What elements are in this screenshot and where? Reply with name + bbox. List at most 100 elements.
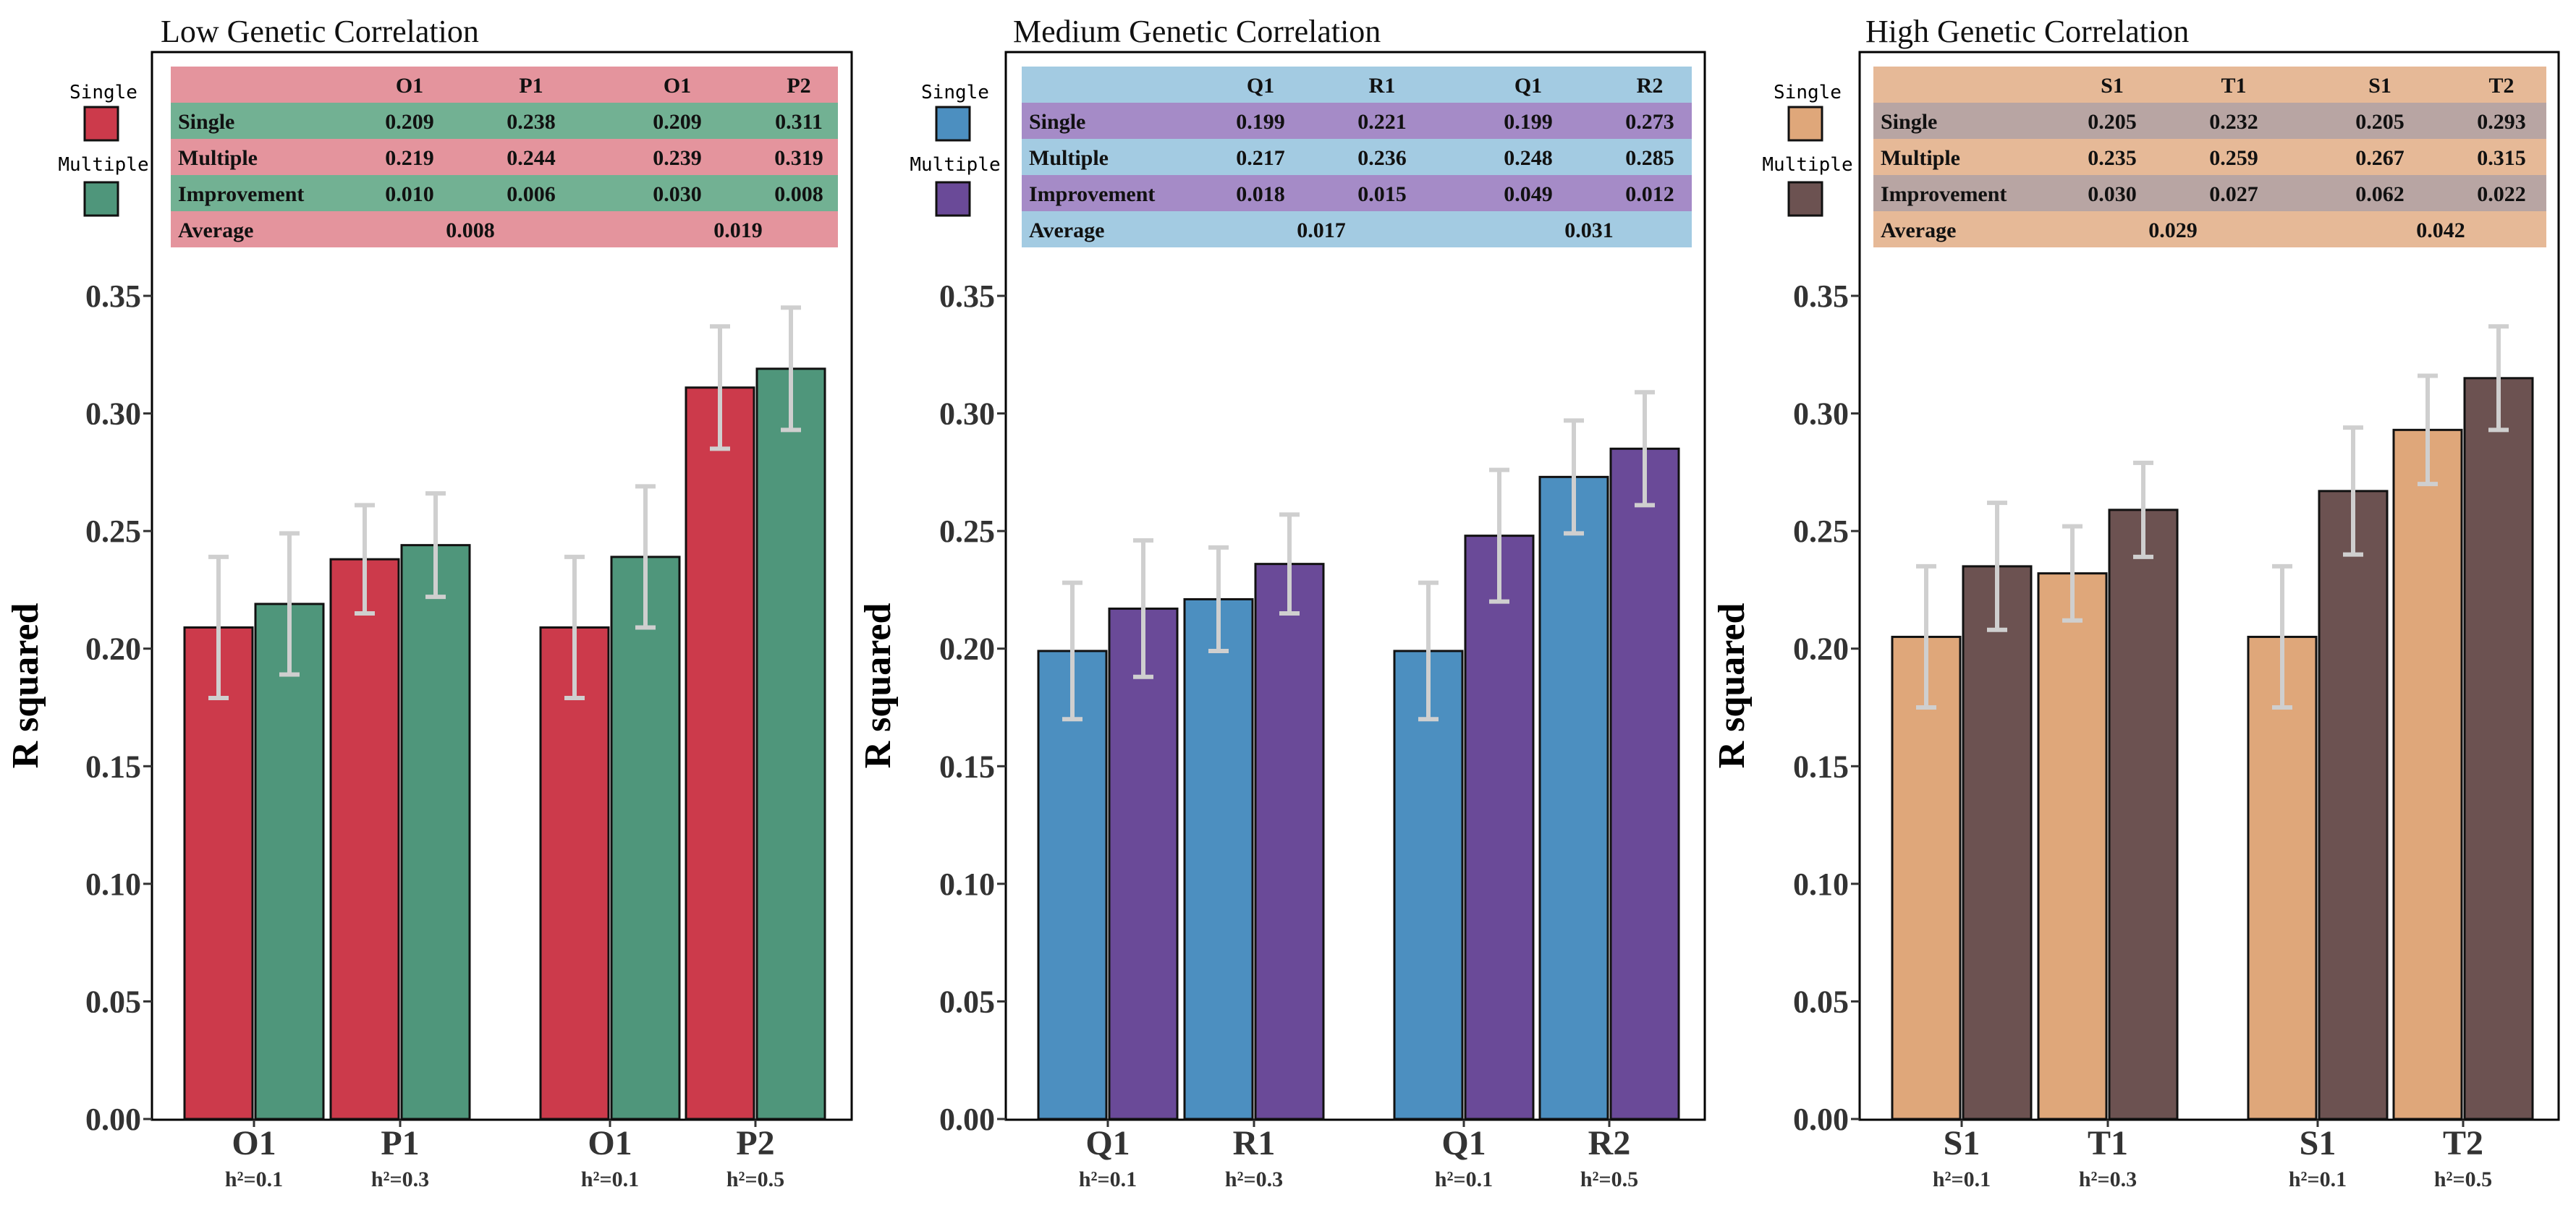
x-category-label: Q1 [1441, 1124, 1486, 1162]
table-row-label: Single [1881, 110, 1937, 134]
table-cell: 0.285 [1625, 146, 1674, 170]
table-cell: 0.018 [1236, 182, 1285, 206]
x-category-label: T1 [2088, 1124, 2128, 1162]
y-tick-label: 0.15 [939, 749, 995, 784]
legend-swatch-multiple [1787, 181, 1823, 217]
bar-single [1037, 650, 1108, 1120]
bar-multiple [1108, 607, 1179, 1120]
table-average-value: 0.008 [446, 218, 495, 242]
table-row-label: Multiple [178, 146, 258, 170]
table-average-value: 0.017 [1297, 218, 1346, 242]
bar-multiple [1609, 447, 1680, 1120]
y-tick-label: 0.15 [1793, 749, 1849, 784]
legend-swatch-single [83, 106, 119, 142]
table-header-cell: S1 [2368, 74, 2391, 98]
table-header-cell: T1 [2221, 74, 2246, 98]
table-cell: 0.010 [385, 182, 434, 206]
y-axis-label: R squared [1711, 603, 1753, 769]
table-row-label: Improvement [1029, 182, 1155, 206]
x-heritability-label: h²=0.5 [726, 1167, 784, 1191]
x-heritability-label: h²=0.1 [225, 1167, 283, 1191]
bar-single [1183, 597, 1254, 1120]
table-row-bg [171, 175, 838, 211]
chart-panel: Medium Genetic Correlation 0.00 0.05 0.10 0.… [857, 14, 1706, 1191]
table-header-cell: P2 [787, 74, 810, 98]
table-cell: 0.006 [507, 182, 556, 206]
table-row-label: Multiple [1881, 146, 1960, 170]
legend-label-single: Single [1774, 82, 1842, 103]
plot-frame [151, 51, 853, 1121]
legend-swatch-multiple [935, 181, 971, 217]
table-cell: 0.235 [2088, 146, 2137, 170]
table-row-bg [1873, 139, 2546, 175]
table-row-bg [171, 103, 838, 139]
y-axis-label: R squared [857, 603, 899, 769]
y-axis-label: R squared [5, 603, 46, 769]
table-cell: 0.049 [1504, 182, 1553, 206]
legend-label-multiple: Multiple [1762, 154, 1852, 176]
y-tick-label: 0.10 [1793, 867, 1849, 902]
bar-multiple [1464, 535, 1535, 1120]
table-row-label: Single [1029, 110, 1085, 134]
table-cell: 0.267 [2355, 146, 2405, 170]
table-cell: 0.209 [653, 110, 702, 134]
y-tick-label: 0.25 [1793, 514, 1849, 549]
table-cell: 0.315 [2477, 146, 2526, 170]
x-category-label: O1 [232, 1124, 276, 1162]
x-heritability-label: h²=0.1 [1435, 1167, 1493, 1191]
x-category-label: R2 [1588, 1124, 1631, 1162]
table-cell: 0.008 [774, 182, 823, 206]
legend-swatch-single [935, 106, 971, 142]
table-cell: 0.239 [653, 146, 702, 170]
x-heritability-label: h²=0.3 [371, 1167, 429, 1191]
table-row-bg [171, 211, 838, 247]
y-tick-label: 0.30 [939, 396, 995, 432]
table-row-bg [1022, 67, 1692, 103]
table-cell: 0.015 [1357, 182, 1407, 206]
table-cell: 0.062 [2355, 182, 2405, 206]
bar-single [2037, 572, 2108, 1120]
table-row-bg [1022, 103, 1692, 139]
table-row-label: Improvement [178, 182, 304, 206]
y-tick-label: 0.10 [939, 867, 995, 902]
table-cell: 0.293 [2477, 110, 2526, 134]
table-header-cell: Q1 [1514, 74, 1542, 98]
y-tick-label: 0.00 [939, 1102, 995, 1137]
table-row-label: Average [1029, 218, 1104, 242]
table-cell: 0.319 [774, 146, 823, 170]
x-category-label: P2 [736, 1124, 774, 1162]
table-header-cell: O1 [664, 74, 691, 98]
table-cell: 0.311 [775, 110, 823, 134]
table-cell: 0.199 [1236, 110, 1285, 134]
table-row-bg [1873, 67, 2546, 103]
bar-single [183, 626, 254, 1120]
table-cell: 0.027 [2209, 182, 2258, 206]
y-tick-label: 0.10 [85, 867, 141, 902]
y-tick-label: 0.35 [85, 278, 141, 314]
table-row-bg [171, 139, 838, 175]
x-category-label: O1 [588, 1124, 632, 1162]
bar-single [685, 386, 755, 1120]
x-heritability-label: h²=0.1 [1933, 1167, 1991, 1191]
table-cell: 0.219 [385, 146, 434, 170]
bar-multiple [755, 367, 826, 1120]
bar-single [329, 558, 400, 1120]
legend-swatch-multiple [83, 181, 119, 217]
bar-single [1891, 635, 1962, 1120]
table-header-cell: R2 [1637, 74, 1664, 98]
table-row-label: Improvement [1881, 182, 2007, 206]
x-category-label: R1 [1233, 1124, 1276, 1162]
x-heritability-label: h²=0.1 [581, 1167, 639, 1191]
y-tick-label: 0.25 [85, 514, 141, 549]
legend-label-single: Single [69, 82, 137, 103]
table-row-label: Average [178, 218, 253, 242]
x-heritability-label: h²=0.5 [2434, 1167, 2492, 1191]
legend-swatch-single [1787, 106, 1823, 142]
bar-single [1393, 650, 1464, 1120]
y-tick-label: 0.35 [939, 278, 995, 314]
y-tick-label: 0.05 [1793, 984, 1849, 1019]
table-row-label: Single [178, 110, 234, 134]
table-header-cell: T2 [2488, 74, 2514, 98]
table-cell: 0.244 [507, 146, 556, 170]
table-cell: 0.209 [385, 110, 434, 134]
